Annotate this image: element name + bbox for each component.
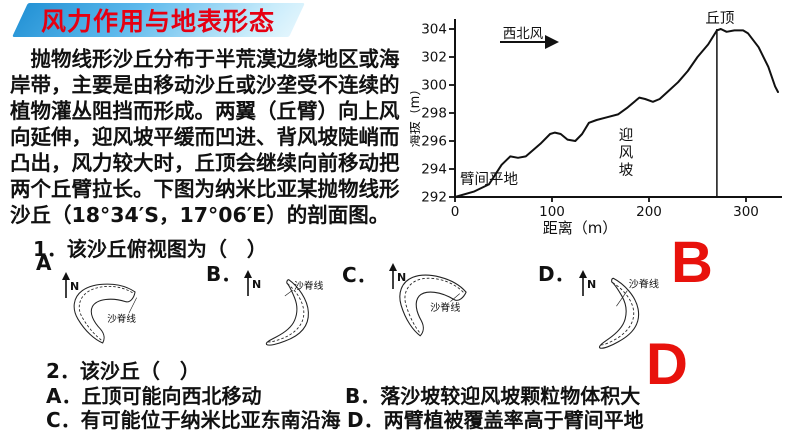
answer-2-text: D bbox=[646, 332, 688, 397]
svg-text:302: 302 bbox=[421, 50, 447, 66]
option-2d-text: D．两臂植被覆盖率高于臂间平地 bbox=[347, 408, 644, 432]
dune-figure-c: 沙脊线 bbox=[399, 274, 467, 337]
north-arrow-icon: N bbox=[62, 272, 79, 298]
svg-text:坡: 坡 bbox=[619, 162, 634, 179]
dune-figure-a: 沙脊线 bbox=[73, 283, 137, 344]
svg-text:风: 风 bbox=[619, 145, 634, 162]
svg-text:迎: 迎 bbox=[619, 127, 634, 144]
north-arrow-icon: N bbox=[244, 270, 261, 296]
svg-text:沙脊线: 沙脊线 bbox=[107, 313, 136, 325]
option-1b-label: B． bbox=[206, 262, 242, 286]
svg-text:298: 298 bbox=[421, 106, 447, 122]
question-2-text: 2．该沙丘（ ） bbox=[46, 359, 200, 383]
svg-text:臂间平地: 臂间平地 bbox=[460, 171, 518, 188]
title-banner: 风力作用与地表形态 bbox=[12, 3, 305, 37]
north-arrow-icon: N bbox=[579, 270, 596, 296]
page-title: 风力作用与地表形态 bbox=[41, 7, 276, 36]
svg-text:沙脊线: 沙脊线 bbox=[430, 301, 460, 314]
svg-text:沙脊线: 沙脊线 bbox=[629, 277, 659, 290]
question-1-text: 1．该沙丘俯视图为（ ） bbox=[33, 237, 267, 261]
svg-text:200: 200 bbox=[636, 204, 662, 220]
option-2c-text: C．有可能位于纳米比亚东南沿海 bbox=[46, 408, 341, 432]
svg-text:300: 300 bbox=[733, 204, 759, 220]
svg-text:294: 294 bbox=[421, 162, 447, 178]
north-arrow-icon: N bbox=[389, 263, 406, 289]
intro-paragraph: 抛物线形沙丘分布于半荒漠边缘地区或海岸带，主要是由移动沙丘或沙垄受不连续的植物灌… bbox=[10, 47, 400, 227]
svg-text:0: 0 bbox=[451, 204, 460, 220]
dune-profile-chart: 292 294 296 298 300 302 304 0 100 200 300 距离（m） 海拔（m… bbox=[410, 10, 782, 237]
svg-text:304: 304 bbox=[421, 22, 447, 38]
option-1d-label: D． bbox=[538, 262, 575, 286]
svg-text:沙脊线: 沙脊线 bbox=[294, 279, 324, 292]
svg-text:西北风: 西北风 bbox=[503, 26, 544, 42]
svg-text:距离（m）: 距离（m） bbox=[543, 219, 618, 237]
svg-text:100: 100 bbox=[539, 204, 565, 220]
dune-figure-d: 沙脊线 bbox=[598, 277, 659, 349]
svg-text:N: N bbox=[587, 278, 596, 291]
dune-figure-b: 沙脊线 bbox=[265, 279, 324, 346]
svg-text:300: 300 bbox=[421, 78, 447, 94]
svg-text:丘顶: 丘顶 bbox=[705, 10, 734, 27]
option-1c-label: C． bbox=[342, 263, 377, 287]
option-2a-text: A．丘顶可能向西北移动 bbox=[46, 384, 262, 408]
svg-text:海拔（m）: 海拔（m） bbox=[410, 83, 423, 148]
option-2b-text: B．落沙坡较迎风坡颗粒物体积大 bbox=[345, 384, 641, 408]
svg-text:296: 296 bbox=[421, 134, 447, 150]
answer-1-text: B bbox=[671, 230, 713, 295]
svg-text:N: N bbox=[70, 280, 79, 293]
svg-text:N: N bbox=[252, 278, 261, 291]
svg-text:N: N bbox=[397, 271, 406, 284]
option-1a-label: A bbox=[36, 251, 52, 275]
svg-text:292: 292 bbox=[421, 190, 447, 206]
